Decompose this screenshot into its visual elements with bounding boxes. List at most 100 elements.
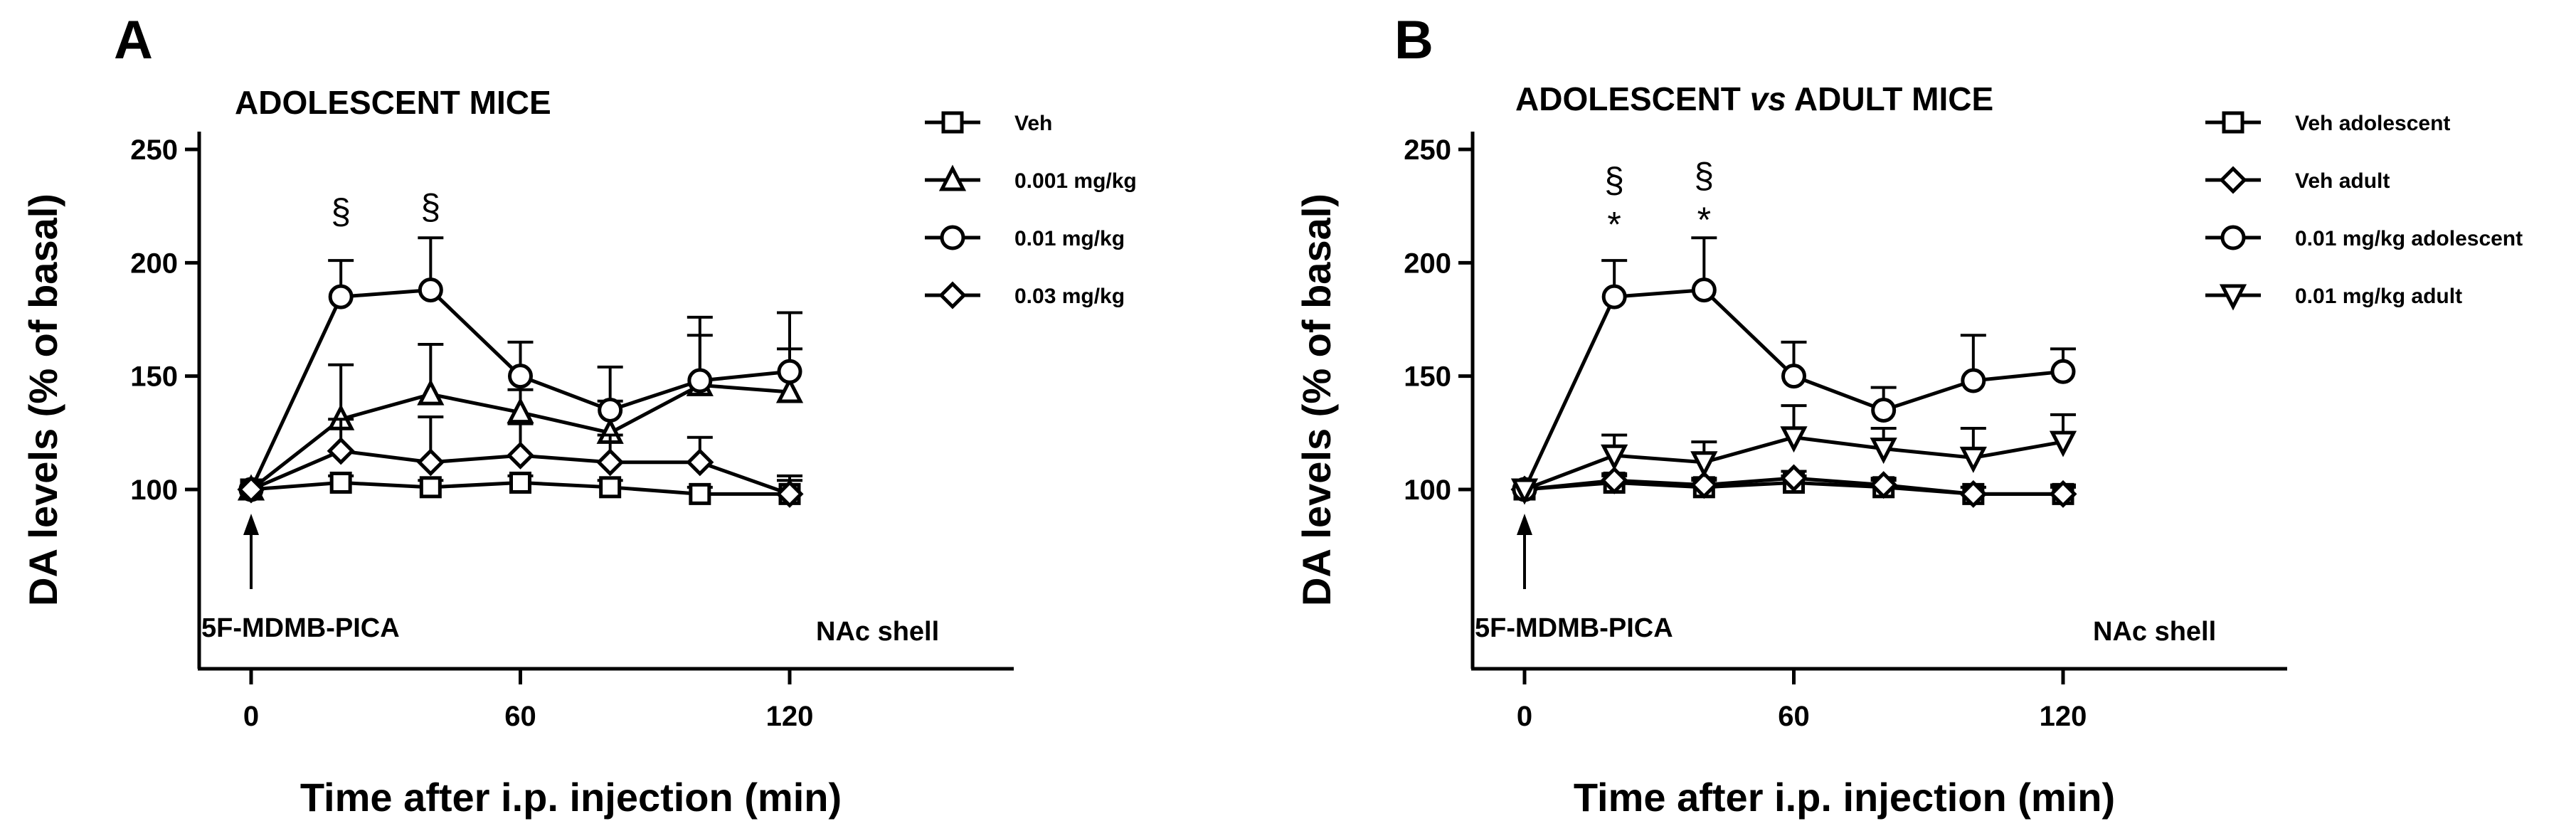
series-1 <box>1510 464 2077 508</box>
data-point <box>687 368 713 393</box>
injection-arrowhead <box>243 514 259 535</box>
significance-section-mark: § <box>331 191 351 231</box>
panel-b: B ADOLESCENT vs ADULT MICE 100 150 200 250 0 60… <box>1294 10 2523 820</box>
legend-entry: 0.01 mg/kg adult <box>2205 284 2462 311</box>
chart-title: ADOLESCENT vs ADULT MICE <box>1515 80 1993 117</box>
data-point <box>507 397 534 424</box>
data-point <box>1779 464 1808 492</box>
panel-a: A ADOLESCENT MICE 100 150 200 250 0 60 120 DA lev… <box>21 10 1137 820</box>
legend-entry: 0.01 mg/kg <box>925 225 1125 250</box>
x-tick-label: 60 <box>1778 701 1810 732</box>
x-tick-label: 120 <box>2040 701 2087 732</box>
legend-label: Veh adult <box>2295 169 2390 193</box>
series-3 <box>237 415 804 508</box>
x-tick-label: 0 <box>243 701 259 732</box>
y-tick-label: 200 <box>130 248 178 279</box>
panel-letter: B <box>1394 10 1433 70</box>
data-point <box>2050 359 2076 384</box>
data-point <box>1870 438 1897 465</box>
series-2 <box>1512 236 2076 502</box>
region-label: NAc shell <box>816 617 939 647</box>
data-point <box>417 378 445 406</box>
data-point <box>327 437 355 465</box>
legend-entry: Veh adult <box>2205 166 2390 194</box>
data-point <box>506 441 535 470</box>
y-axis-label: DA levels (% of basal) <box>1294 194 1339 606</box>
data-point <box>237 475 265 504</box>
data-point <box>1871 397 1897 423</box>
injection-label: 5F-MDMB-PICA <box>201 613 400 643</box>
series-2 <box>238 236 802 502</box>
data-point <box>509 471 531 494</box>
x-tick-label: 0 <box>1517 701 1532 732</box>
data-point <box>328 284 354 309</box>
region-label: NAc shell <box>2093 617 2216 647</box>
y-tick-label: 150 <box>130 361 178 393</box>
data-point <box>686 448 714 477</box>
significance-section-mark: § <box>1694 156 1714 196</box>
legend-marker <box>2220 225 2246 250</box>
data-point <box>1690 451 1718 478</box>
legend-label: 0.03 mg/kg <box>1014 285 1125 308</box>
legend-label: 0.001 mg/kg <box>1014 169 1137 193</box>
chart-title-part: vs <box>1750 80 1786 117</box>
data-point <box>1961 368 1986 393</box>
legend-label: 0.01 mg/kg adult <box>2295 285 2462 308</box>
data-point <box>419 476 442 499</box>
data-point <box>418 277 443 303</box>
data-point <box>775 376 804 403</box>
y-tick-label: 250 <box>1404 134 1451 166</box>
legend-label: Veh <box>1014 112 1052 135</box>
injection-label: 5F-MDMB-PICA <box>1475 613 1673 643</box>
series-3 <box>1510 404 2077 505</box>
legend-marker <box>940 225 965 250</box>
legend-marker <box>938 164 967 191</box>
data-point <box>1601 444 1628 471</box>
x-axis-label: Time after i.p. injection (min) <box>1574 775 2115 820</box>
data-point <box>1959 446 1987 473</box>
legend-entry: 0.01 mg/kg adolescent <box>2205 225 2523 250</box>
y-tick-label: 150 <box>1404 361 1451 393</box>
data-point <box>416 448 445 477</box>
significance-star: * <box>1607 204 1621 244</box>
legend-entry: 0.001 mg/kg <box>925 164 1137 193</box>
data-point <box>329 471 352 494</box>
significance-section-mark: § <box>420 187 440 227</box>
data-point <box>596 448 625 477</box>
legend-label: 0.01 mg/kg <box>1014 227 1125 250</box>
legend-marker <box>938 281 967 309</box>
significance-section-mark: § <box>1604 160 1624 200</box>
x-axis-label: Time after i.p. injection (min) <box>300 775 842 820</box>
y-tick-label: 100 <box>130 475 178 506</box>
legend-marker <box>2219 166 2247 194</box>
data-point <box>1959 480 1988 508</box>
legend-marker <box>941 111 964 134</box>
y-tick-label: 200 <box>1404 248 1451 279</box>
data-point <box>508 364 533 389</box>
chart-title-part: ADULT MICE <box>1786 80 1993 117</box>
legend-entry: 0.03 mg/kg <box>925 281 1125 309</box>
data-point <box>777 359 802 384</box>
chart-title-part: ADOLESCENT <box>1515 80 1750 117</box>
data-point <box>1690 471 1718 499</box>
legend-marker <box>2222 111 2244 134</box>
legend-marker <box>2219 284 2247 311</box>
x-tick-label: 120 <box>766 701 814 732</box>
chart-title: ADOLESCENT MICE <box>235 84 551 121</box>
panel-letter: A <box>114 10 153 70</box>
injection-arrowhead <box>1517 514 1532 535</box>
data-point <box>599 476 622 499</box>
data-point <box>1780 426 1808 453</box>
data-point <box>1781 364 1806 389</box>
data-point <box>2049 480 2077 508</box>
data-point <box>1601 284 1627 309</box>
legend-label: 0.01 mg/kg adolescent <box>2295 227 2523 250</box>
data-point <box>2049 430 2077 457</box>
y-tick-label: 100 <box>1404 475 1451 506</box>
legend-entry: Veh adolescent <box>2205 111 2450 135</box>
series-0 <box>240 471 802 505</box>
significance-star: * <box>1697 200 1711 240</box>
x-tick-label: 60 <box>504 701 536 732</box>
data-point <box>1691 277 1717 303</box>
y-axis-label: DA levels (% of basal) <box>21 194 65 606</box>
